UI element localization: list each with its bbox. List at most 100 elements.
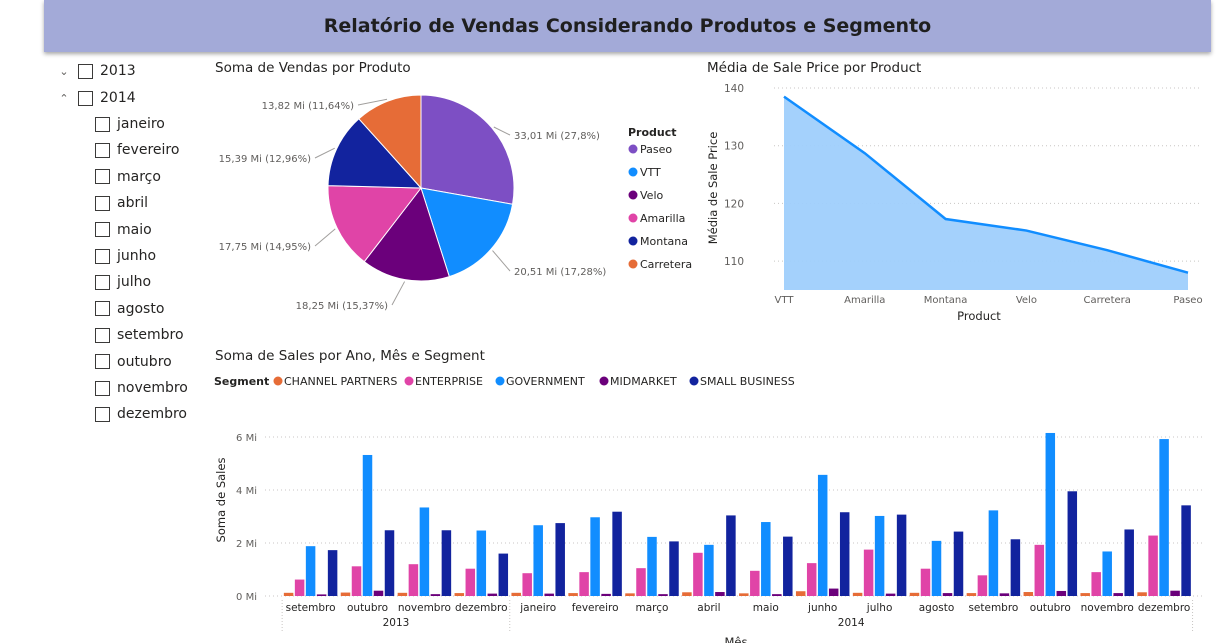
column-bar[interactable] [476,530,487,596]
column-bar[interactable] [839,512,850,596]
column-bar[interactable] [931,540,942,596]
checkbox[interactable] [95,116,110,132]
slicer-month-item[interactable]: junho [95,246,156,266]
pie-slice[interactable] [358,94,422,190]
column-bar[interactable] [601,593,611,596]
checkbox[interactable] [95,274,110,290]
pie-slice[interactable] [327,185,422,263]
area-line[interactable] [783,95,1189,274]
column-bar[interactable] [761,522,771,596]
column-bar[interactable] [294,579,305,596]
column-bar[interactable] [397,592,408,596]
column-bar[interactable] [533,525,543,596]
column-bar[interactable] [658,594,668,596]
column-bar[interactable] [419,507,430,596]
column-bar[interactable] [1170,590,1180,596]
column-legend-item[interactable]: ENTERPRISE [415,375,483,388]
column-bar[interactable] [384,530,395,596]
checkbox[interactable] [95,169,110,185]
slicer-month-item[interactable]: outubro [95,352,172,372]
slicer-month-item[interactable]: setembro [95,325,184,345]
checkbox[interactable] [95,380,110,396]
column-bar[interactable] [966,593,977,596]
checkbox[interactable] [95,195,110,211]
column-bar[interactable] [669,541,679,596]
checkbox[interactable] [95,354,110,370]
checkbox[interactable] [95,142,110,158]
column-bar[interactable] [362,454,373,596]
slicer-month-item[interactable]: novembro [95,378,188,398]
column-bar[interactable] [1124,529,1134,596]
column-bar[interactable] [1010,539,1021,596]
column-bar[interactable] [555,523,565,596]
column-bar[interactable] [863,549,874,596]
column-bar[interactable] [373,590,384,596]
pie-legend-item[interactable]: Paseo [640,143,672,156]
slicer-month-item[interactable]: abril [95,193,148,213]
column-bar[interactable] [920,568,931,596]
pie-slice[interactable] [363,186,450,282]
column-bar[interactable] [772,594,782,596]
column-bar[interactable] [1137,592,1147,596]
column-bar[interactable] [704,544,714,596]
column-bar[interactable] [590,517,600,596]
checkbox[interactable] [95,301,110,317]
slicer-month-item[interactable]: julho [95,272,151,292]
column-bar[interactable] [1045,432,1056,596]
chevron-up-icon[interactable]: ⌃ [59,91,69,105]
column-bar[interactable] [636,568,646,596]
column-bar[interactable] [726,515,736,596]
column-bar[interactable] [579,572,589,596]
slicer-month-item[interactable]: março [95,167,161,187]
column-bar[interactable] [739,593,749,596]
slicer-month-item[interactable]: agosto [95,299,164,319]
slicer-month-item[interactable]: dezembro [95,404,187,424]
pie-legend-item[interactable]: Montana [640,235,688,248]
column-bar[interactable] [1159,439,1169,596]
column-bar[interactable] [327,550,338,596]
slicer-year-2013[interactable]: ⌄ 2013 [56,61,135,81]
column-bar[interactable] [465,568,476,596]
area-fill[interactable] [784,96,1188,291]
checkbox[interactable] [78,63,93,79]
checkbox[interactable] [78,90,93,106]
column-bar[interactable] [942,593,953,596]
slicer-month-item[interactable]: janeiro [95,114,165,134]
column-bar[interactable] [316,594,327,596]
column-bar[interactable] [682,592,692,596]
column-bar[interactable] [283,592,294,596]
column-bar[interactable] [806,563,817,596]
column-bar[interactable] [817,474,828,596]
column-bar[interactable] [885,593,896,596]
checkbox[interactable] [95,406,110,422]
column-legend-item[interactable]: CHANNEL PARTNERS [284,375,397,388]
column-bar[interactable] [715,592,725,596]
column-legend-item[interactable]: GOVERNMENT [506,375,585,388]
column-bar[interactable] [441,530,452,596]
column-bar[interactable] [795,591,806,596]
column-bar[interactable] [1067,491,1078,596]
column-bar[interactable] [487,593,498,596]
column-bar[interactable] [1023,592,1034,596]
slicer-month-item[interactable]: fevereiro [95,140,179,160]
checkbox[interactable] [95,222,110,238]
column-bar[interactable] [953,531,964,596]
column-bar[interactable] [896,514,907,596]
column-bar[interactable] [340,592,351,596]
column-bar[interactable] [568,593,578,596]
column-bar[interactable] [625,593,635,596]
checkbox[interactable] [95,327,110,343]
column-bar[interactable] [1148,535,1158,596]
pie-legend-item[interactable]: Carretera [640,258,692,271]
chevron-down-icon[interactable]: ⌄ [59,64,69,78]
column-bar[interactable] [999,593,1010,596]
pie-slice[interactable] [420,187,514,278]
column-bar[interactable] [828,588,839,596]
pie-legend-item[interactable]: Amarilla [640,212,685,225]
column-legend-item[interactable]: SMALL BUSINESS [700,375,795,388]
column-bar[interactable] [430,594,441,596]
column-bar[interactable] [408,564,419,596]
column-bar[interactable] [988,510,999,596]
pie-slice[interactable] [420,94,515,205]
column-bar[interactable] [977,575,988,596]
